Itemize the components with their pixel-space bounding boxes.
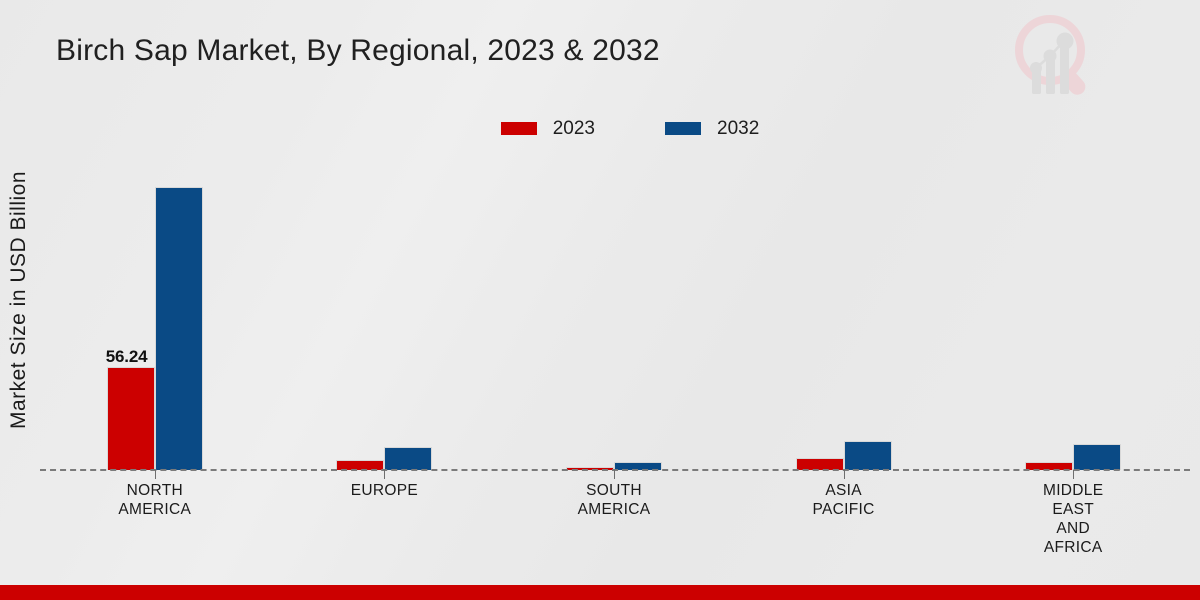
bar-2032[interactable] [154, 186, 203, 470]
bar-2032[interactable] [384, 447, 433, 470]
bar-groups: 56.24 [40, 150, 1188, 470]
bar-2023[interactable] [1025, 462, 1074, 470]
bar-2032[interactable] [613, 461, 662, 470]
bar-2032[interactable] [843, 440, 892, 470]
tick-mark [613, 470, 615, 479]
bars [729, 150, 959, 470]
x-axis-ticks [40, 470, 1188, 479]
x-axis-baseline [40, 469, 1190, 471]
bar-group: 56.24 [40, 150, 270, 470]
tick-mark [1073, 470, 1075, 479]
legend-swatch-2032 [665, 122, 701, 135]
bar-group [729, 150, 959, 470]
tick-mark [154, 470, 156, 479]
tick-cell [958, 470, 1188, 479]
tick-cell [499, 470, 729, 479]
tick-cell [40, 470, 270, 479]
bar-2023[interactable]: 56.24 [106, 347, 155, 470]
bars [270, 150, 500, 470]
legend-item-2023[interactable]: 2023 [500, 118, 595, 139]
chart-legend: 2023 2032 [0, 119, 1200, 138]
bottom-accent-strip [0, 585, 1200, 600]
bar-2032[interactable] [1073, 443, 1122, 470]
tick-cell [729, 470, 959, 479]
watermark-logo-icon [1008, 8, 1100, 104]
category-label: EUROPE [350, 482, 419, 499]
bar-group [958, 150, 1188, 470]
legend-swatch-2023 [500, 122, 537, 135]
bar-group [499, 150, 729, 470]
y-axis-title-text: Market Size in USD Billion [7, 170, 30, 430]
tick-mark [384, 470, 386, 479]
category-label: ASIA PACIFIC [812, 482, 875, 518]
category-label: MIDDLE EAST AND AFRICA [1042, 482, 1104, 556]
tick-cell [270, 470, 500, 479]
tick-mark [843, 470, 845, 479]
legend-item-2032[interactable]: 2032 [665, 119, 759, 138]
bar-value-label: 56.24 [105, 347, 148, 367]
category-label: NORTH AMERICA [118, 482, 192, 518]
category-label: SOUTH AMERICA [577, 482, 651, 518]
legend-label-2032: 2032 [717, 118, 760, 139]
bars [958, 150, 1188, 470]
bar-2023[interactable] [336, 459, 385, 470]
bar-2023[interactable] [795, 458, 844, 470]
x-axis-category-labels: NORTH AMERICA EUROPE SOUTH AMERICA ASIA PAC… [40, 481, 1188, 557]
y-axis-title: Market Size in USD Billion [2, 0, 36, 600]
bar-2023[interactable] [565, 467, 614, 470]
bars [499, 150, 729, 470]
legend-label-2023: 2023 [552, 118, 595, 139]
bar-group [270, 150, 500, 470]
bars: 56.24 [40, 150, 270, 470]
plot-area: 56.24 [40, 150, 1188, 470]
chart-title: Birch Sap Market, By Regional, 2023 & 20… [56, 34, 660, 67]
